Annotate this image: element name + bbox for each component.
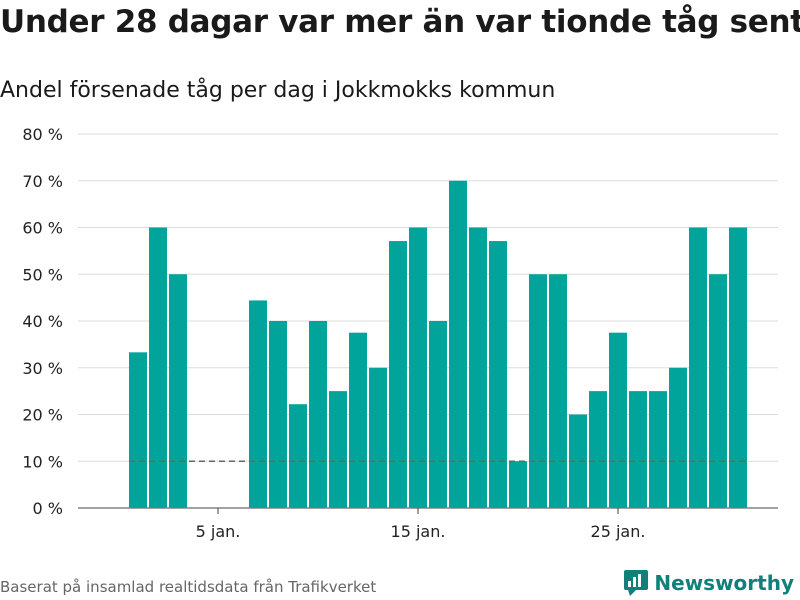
y-tick-label: 50 % [22,265,63,284]
bar [729,227,747,508]
bar [669,367,687,508]
bar [149,227,167,508]
brand-logo: Newsworthy [624,570,794,596]
newsworthy-logo-icon [624,570,649,596]
y-tick-label: 70 % [22,172,63,191]
bar [269,321,287,508]
y-tick-label: 10 % [22,452,63,471]
bar [389,241,407,508]
x-tick-label: 5 jan. [196,522,241,541]
chart-title: Under 28 dagar var mer än var tionde tåg… [0,4,800,40]
bar [589,391,607,508]
bar [309,321,327,508]
bar [249,300,267,508]
x-tick-label: 25 jan. [591,522,646,541]
bar [449,180,467,508]
bar [129,352,147,508]
source-note: Baserat på insamlad realtidsdata från Tr… [0,578,377,596]
y-tick-label: 0 % [33,499,63,518]
bar [369,367,387,508]
bar [289,404,307,508]
bar [409,227,427,508]
bar [569,414,587,508]
y-tick-label: 60 % [22,219,63,238]
chart-subtitle: Andel försenade tåg per dag i Jokkmokks … [0,78,556,103]
bar [629,391,647,508]
bar [529,274,547,508]
bar [649,391,667,508]
bar [169,274,187,508]
bar [349,332,367,508]
x-tick-label: 15 jan. [391,522,446,541]
bar [489,241,507,508]
bar [689,227,707,508]
y-tick-label: 80 % [22,125,63,144]
bar [429,321,447,508]
bar [609,332,627,508]
bar [509,461,527,508]
bar [329,391,347,508]
y-tick-label: 40 % [22,312,63,331]
y-tick-label: 20 % [22,406,63,425]
y-tick-label: 30 % [22,359,63,378]
brand-name: Newsworthy [654,571,794,595]
bar [469,227,487,508]
bar [709,274,727,508]
bar [549,274,567,508]
